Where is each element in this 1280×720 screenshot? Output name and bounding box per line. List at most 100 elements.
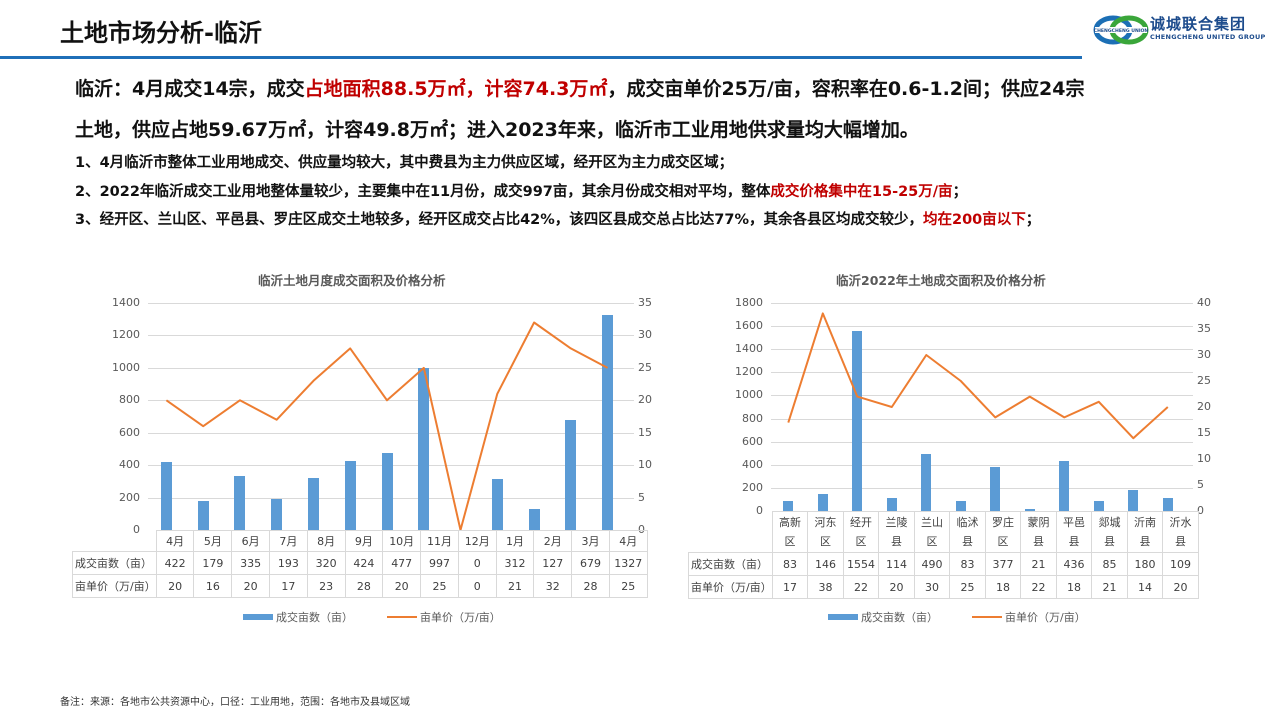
bar bbox=[381, 452, 393, 530]
left-axis-tick: 200 bbox=[119, 490, 140, 504]
company-logo: CHENGCHENG UNION 诚城联合集团 CHENGCHENG UNITE… bbox=[1093, 12, 1265, 48]
left-axis-tick: 800 bbox=[742, 411, 763, 425]
bullet-text: ； bbox=[1025, 212, 1041, 228]
logo-chinese-name: 诚城联合集团 bbox=[1150, 15, 1247, 33]
gridline bbox=[148, 433, 634, 434]
bullet-highlight: 成交价格集中在15-25万/亩 bbox=[770, 184, 953, 200]
table-cell: 28 bbox=[571, 574, 610, 598]
data-table: 4月 5月 6月 7月 8月 9月 10月 11月 12月 1月 2月 3月 4月 成交亩数（亩） 422 1… bbox=[72, 530, 648, 598]
table-cell: 17 bbox=[269, 574, 308, 598]
table-cell: 22 bbox=[842, 575, 880, 599]
left-axis-tick: 1800 bbox=[735, 296, 763, 309]
bar bbox=[783, 501, 794, 511]
bar bbox=[1128, 490, 1139, 511]
category-label: 12月 bbox=[457, 530, 497, 552]
bar bbox=[344, 461, 356, 530]
gridline bbox=[771, 465, 1193, 466]
chart-legend: 成交亩数（亩） 亩单价（万/亩） bbox=[828, 609, 1086, 625]
table-cell: 114 bbox=[878, 552, 915, 576]
gridline bbox=[771, 395, 1193, 396]
bar bbox=[528, 509, 540, 530]
left-axis-tick: 1200 bbox=[735, 365, 763, 379]
category-label: 高新区 bbox=[771, 511, 809, 553]
table-cell: 25 bbox=[420, 574, 459, 598]
gridline bbox=[148, 368, 634, 369]
gridline bbox=[771, 349, 1193, 350]
table-cell: 21 bbox=[495, 574, 535, 598]
bullet-point-2: 2、2022年临沂成交工业用地整体量较少，主要集中在11月份，成交997亩，其余… bbox=[75, 180, 967, 201]
category-label: 10月 bbox=[382, 530, 422, 552]
row-header: 成交亩数（亩） bbox=[688, 552, 773, 576]
bullet-text: 1、4月临沂市整体工业用地成交、供应量均较大，其中费县为主力供应区域，经开区为主… bbox=[75, 155, 734, 171]
bar bbox=[160, 461, 172, 530]
legend-line-swatch bbox=[387, 616, 417, 618]
table-cell: 20 bbox=[1162, 575, 1199, 599]
category-label: 11月 bbox=[420, 530, 459, 552]
legend-label: 亩单价（万/亩） bbox=[420, 611, 501, 624]
left-axis-tick: 200 bbox=[742, 480, 763, 494]
bar bbox=[1162, 498, 1173, 511]
bullet-text: 3、经开区、兰山区、平邑县、罗庄区成交土地较多，经开区成交占比42%，该四区县成… bbox=[75, 212, 923, 228]
table-cell: 25 bbox=[608, 574, 648, 598]
table-cell: 422 bbox=[155, 551, 195, 575]
category-label: 2月 bbox=[533, 530, 573, 552]
gridline bbox=[771, 372, 1193, 373]
bar bbox=[234, 475, 246, 530]
table-cell: 83 bbox=[771, 552, 809, 576]
table-cell: 83 bbox=[949, 552, 986, 576]
footnote: 备注：来源：各地市公共资源中心，口径：工业用地，范围：各地市及县域区域 bbox=[60, 697, 410, 708]
bar bbox=[852, 331, 863, 511]
bar bbox=[491, 479, 503, 530]
table-cell: 18 bbox=[1055, 575, 1093, 599]
table-corner bbox=[73, 531, 157, 552]
summary-text: ，成交亩单价25万/亩，容积率在0.6-1.2间；供应24宗 bbox=[607, 78, 1085, 100]
category-label: 4月 bbox=[608, 530, 648, 552]
left-axis-tick: 1000 bbox=[735, 388, 763, 402]
table-cell: 14 bbox=[1126, 575, 1164, 599]
right-axis-tick: 20 bbox=[1197, 400, 1211, 413]
row-header: 亩单价（万/亩） bbox=[688, 575, 773, 599]
table-cell: 335 bbox=[231, 551, 271, 575]
category-label: 5月 bbox=[193, 530, 233, 552]
bullet-highlight: 均在200亩以下 bbox=[923, 212, 1026, 228]
table-cell: 127 bbox=[533, 551, 573, 575]
right-axis-tick: 10 bbox=[1197, 452, 1211, 465]
left-axis-tick: 1400 bbox=[735, 342, 763, 356]
category-label: 河东区 bbox=[807, 511, 844, 553]
table-cell: 146 bbox=[807, 552, 844, 576]
right-axis-tick: 30 bbox=[638, 328, 652, 342]
right-axis-tick: 5 bbox=[638, 490, 645, 504]
bar bbox=[955, 501, 966, 511]
bar bbox=[921, 454, 932, 511]
table-cell: 436 bbox=[1055, 552, 1093, 576]
category-label: 蒙阴县 bbox=[1020, 511, 1057, 553]
table-header-row: 高新区河东区经开区兰陵县兰山区临沭县罗庄区蒙阴县平邑县郯城县沂南县沂水县 bbox=[689, 511, 1199, 553]
bar bbox=[817, 494, 828, 511]
gridline bbox=[771, 303, 1193, 304]
bar bbox=[271, 498, 283, 530]
left-axis-tick: 1600 bbox=[735, 319, 763, 333]
table-cell: 20 bbox=[382, 574, 422, 598]
legend-bar-swatch bbox=[243, 614, 273, 620]
bullet-point-3: 3、经开区、兰山区、平邑县、罗庄区成交土地较多，经开区成交占比42%，该四区县成… bbox=[75, 208, 1040, 229]
gridline bbox=[148, 303, 634, 304]
bar bbox=[565, 419, 577, 530]
bar bbox=[1024, 508, 1035, 511]
table-cell: 20 bbox=[231, 574, 271, 598]
table-cell: 38 bbox=[807, 575, 844, 599]
right-axis-tick: 20 bbox=[638, 393, 652, 407]
bar bbox=[1093, 501, 1104, 511]
table-cell: 25 bbox=[949, 575, 986, 599]
category-label: 兰陵县 bbox=[878, 511, 915, 553]
right-axis-tick: 5 bbox=[1197, 478, 1204, 491]
left-axis-tick: 800 bbox=[119, 393, 140, 407]
bar bbox=[886, 497, 897, 511]
table-cell: 21 bbox=[1091, 575, 1128, 599]
table-header-row: 4月 5月 6月 7月 8月 9月 10月 11月 12月 1月 2月 3月 4月 bbox=[73, 530, 648, 552]
table-row: 成交亩数（亩） 422 179 335 193 320 424 477 997 0 312 127 67… bbox=[72, 551, 648, 575]
right-axis-tick: 10 bbox=[638, 458, 652, 472]
right-axis-tick: 35 bbox=[638, 296, 652, 309]
right-axis-tick: 15 bbox=[638, 425, 652, 439]
table-cell: 193 bbox=[269, 551, 308, 575]
bar bbox=[1059, 460, 1070, 511]
